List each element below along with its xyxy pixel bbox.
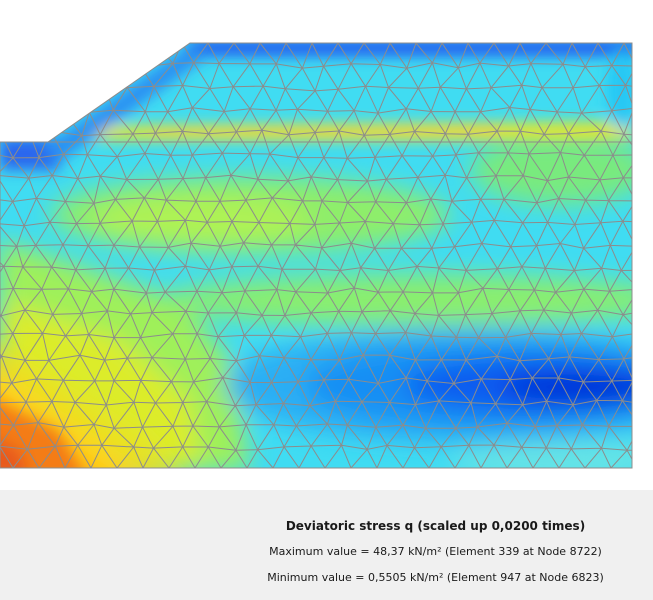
maximum-value-label: Maximum value = 48,37 kN/m² (Element 339…	[269, 545, 602, 558]
mesh-element-edges	[0, 43, 632, 468]
contour-fill	[0, 43, 632, 468]
minimum-value-label: Minimum value = 0,5505 kN/m² (Element 94…	[267, 571, 604, 584]
contour-plot-viewport[interactable]	[0, 0, 653, 490]
finite-element-mesh	[0, 43, 632, 468]
result-title: Deviatoric stress q (scaled up 0,0200 ti…	[285, 519, 586, 533]
result-legend-panel: Deviatoric stress q (scaled up 0,0200 ti…	[0, 490, 653, 600]
deviatoric-stress-contour-plot	[0, 42, 633, 469]
